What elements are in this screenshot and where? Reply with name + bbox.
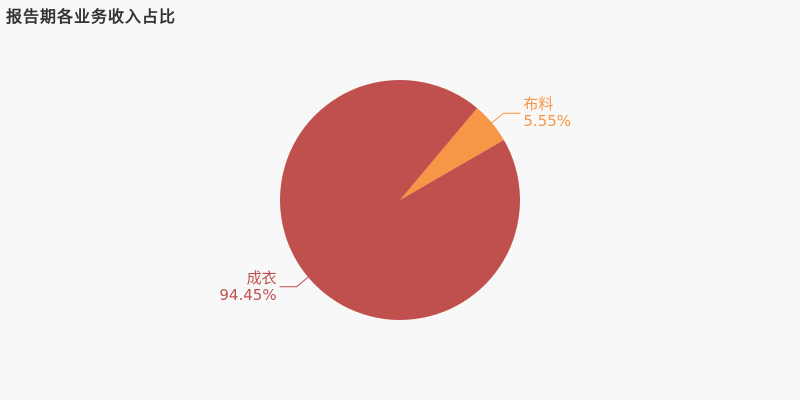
slice-percent-0: 5.55% <box>523 112 571 130</box>
slice-label-0: 布料 <box>523 95 553 113</box>
chart-title: 报告期各业务收入占比 <box>6 7 177 26</box>
slice-percent-1: 94.45% <box>219 286 276 304</box>
pie-slice-1[interactable] <box>280 80 520 321</box>
slice-label-1: 成衣 <box>247 269 277 287</box>
pie-slice-0[interactable] <box>400 108 504 200</box>
label-line-0 <box>491 112 521 124</box>
label-line-1 <box>279 276 309 288</box>
